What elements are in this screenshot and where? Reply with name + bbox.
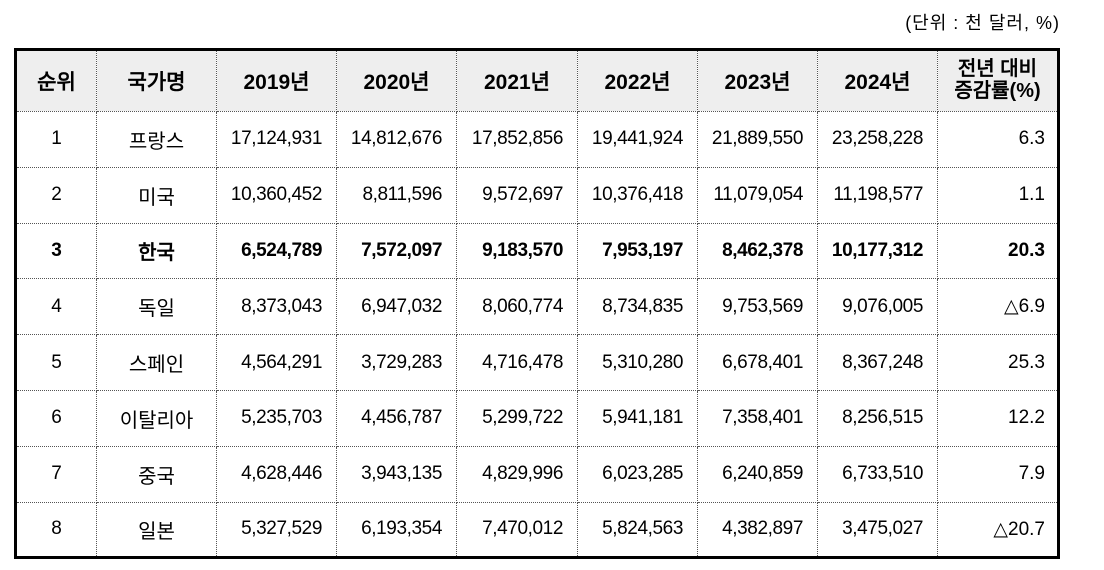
table-row: 3 한국 6,524,789 7,572,097 9,183,570 7,953… [15,222,1059,280]
value-2024-cell: 9,076,005 [817,278,938,336]
value-2023-cell: 9,753,569 [697,278,818,336]
value-2024-cell: 23,258,228 [817,111,938,168]
value-2019-cell: 8,373,043 [216,278,337,336]
value-2024-cell: 3,475,027 [817,501,938,559]
value-2022-cell: 10,376,418 [577,166,698,224]
value-2021-cell: 7,470,012 [456,501,578,559]
value-2021-cell: 17,852,856 [456,111,578,168]
country-cell: 이탈리아 [96,389,217,447]
value-2023-cell: 7,358,401 [697,389,818,447]
value-2023-cell: 21,889,550 [697,111,818,168]
value-2019-cell: 5,235,703 [216,389,337,447]
change-cell: 20.3 [937,222,1059,280]
country-cell: 스페인 [96,334,217,391]
value-2023-cell: 6,240,859 [697,445,818,503]
country-cell: 한국 [96,222,217,280]
table-row: 6 이탈리아 5,235,703 4,456,787 5,299,722 5,9… [15,389,1059,447]
rank-cell: 1 [15,111,97,168]
table-row: 1 프랑스 17,124,931 14,812,676 17,852,856 1… [15,111,1059,168]
value-2022-cell: 7,953,197 [577,222,698,280]
value-2021-cell: 4,829,996 [456,445,578,503]
value-2020-cell: 14,812,676 [336,111,457,168]
table-row: 4 독일 8,373,043 6,947,032 8,060,774 8,734… [15,278,1059,336]
value-2020-cell: 3,943,135 [336,445,457,503]
value-2021-cell: 8,060,774 [456,278,578,336]
unit-caption: (단위 : 천 달러, %) [905,13,1060,33]
value-2019-cell: 5,327,529 [216,501,337,559]
value-2024-cell: 10,177,312 [817,222,938,280]
table-body: 1 프랑스 17,124,931 14,812,676 17,852,856 1… [15,111,1059,559]
col-header-2019: 2019년 [216,49,337,112]
rank-cell: 6 [15,389,97,447]
country-ranking-table: 순위 국가명 2019년 2020년 2021년 2022년 2023년 202… [14,48,1060,560]
value-2022-cell: 19,441,924 [577,111,698,168]
change-cell: △20.7 [937,501,1059,559]
rank-cell: 8 [15,501,97,559]
value-2020-cell: 8,811,596 [336,166,457,224]
value-2020-cell: 6,193,354 [336,501,457,559]
rank-cell: 4 [15,278,97,336]
value-2021-cell: 9,183,570 [456,222,578,280]
value-2024-cell: 8,367,248 [817,334,938,391]
col-header-2022: 2022년 [577,49,698,112]
value-2020-cell: 4,456,787 [336,389,457,447]
header-row: 순위 국가명 2019년 2020년 2021년 2022년 2023년 202… [15,49,1059,112]
col-header-2021: 2021년 [456,49,578,112]
rank-cell: 3 [15,222,97,280]
col-header-country: 국가명 [96,49,217,112]
table-row: 7 중국 4,628,446 3,943,135 4,829,996 6,023… [15,445,1059,503]
value-2021-cell: 4,716,478 [456,334,578,391]
rank-cell: 5 [15,334,97,391]
value-2022-cell: 8,734,835 [577,278,698,336]
value-2022-cell: 5,941,181 [577,389,698,447]
value-2023-cell: 4,382,897 [697,501,818,559]
value-2021-cell: 9,572,697 [456,166,578,224]
col-header-rank: 순위 [15,49,97,112]
country-cell: 미국 [96,166,217,224]
country-cell: 프랑스 [96,111,217,168]
value-2019-cell: 4,628,446 [216,445,337,503]
value-2022-cell: 5,824,563 [577,501,698,559]
value-2019-cell: 6,524,789 [216,222,337,280]
value-2021-cell: 5,299,722 [456,389,578,447]
rank-cell: 2 [15,166,97,224]
table-row: 2 미국 10,360,452 8,811,596 9,572,697 10,3… [15,166,1059,224]
value-2023-cell: 11,079,054 [697,166,818,224]
value-2020-cell: 7,572,097 [336,222,457,280]
change-cell: 1.1 [937,166,1059,224]
rank-cell: 7 [15,445,97,503]
col-header-2020: 2020년 [336,49,457,112]
value-2023-cell: 8,462,378 [697,222,818,280]
table-row: 8 일본 5,327,529 6,193,354 7,470,012 5,824… [15,501,1059,559]
value-2024-cell: 11,198,577 [817,166,938,224]
value-2022-cell: 6,023,285 [577,445,698,503]
value-2020-cell: 6,947,032 [336,278,457,336]
value-2023-cell: 6,678,401 [697,334,818,391]
country-cell: 독일 [96,278,217,336]
change-cell: 12.2 [937,389,1059,447]
value-2022-cell: 5,310,280 [577,334,698,391]
value-2019-cell: 17,124,931 [216,111,337,168]
change-cell: △6.9 [937,278,1059,336]
table-row: 5 스페인 4,564,291 3,729,283 4,716,478 5,31… [15,334,1059,391]
col-header-change-line2: 증감률(%) [954,80,1041,102]
col-header-change-line1: 전년 대비 [957,58,1038,81]
country-cell: 중국 [96,445,217,503]
value-2019-cell: 4,564,291 [216,334,337,391]
change-cell: 6.3 [937,111,1059,168]
col-header-2024: 2024년 [817,49,938,112]
country-cell: 일본 [96,501,217,559]
change-cell: 25.3 [937,334,1059,391]
value-2020-cell: 3,729,283 [336,334,457,391]
change-cell: 7.9 [937,445,1059,503]
col-header-change: 전년 대비 증감률(%) [937,49,1059,112]
table-header: 순위 국가명 2019년 2020년 2021년 2022년 2023년 202… [15,49,1059,112]
value-2024-cell: 8,256,515 [817,389,938,447]
value-2019-cell: 10,360,452 [216,166,337,224]
col-header-2023: 2023년 [697,49,818,112]
value-2024-cell: 6,733,510 [817,445,938,503]
